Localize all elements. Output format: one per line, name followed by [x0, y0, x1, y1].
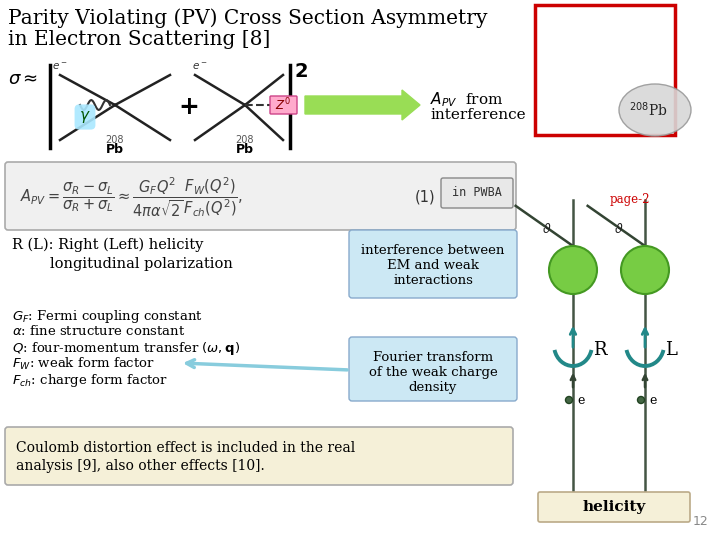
Text: $\gamma$: $\gamma$ [79, 109, 91, 125]
Text: $e^-$: $e^-$ [192, 61, 207, 72]
Text: 2: 2 [294, 62, 307, 81]
Text: $\vartheta$: $\vartheta$ [614, 222, 624, 236]
Text: EM and weak: EM and weak [387, 259, 479, 272]
Text: (1): (1) [415, 190, 436, 205]
Text: $\vartheta$: $\vartheta$ [542, 222, 552, 236]
Circle shape [565, 396, 572, 403]
FancyBboxPatch shape [349, 230, 517, 298]
Text: R: R [593, 341, 606, 359]
Text: in Electron Scattering [8]: in Electron Scattering [8] [8, 30, 271, 49]
Text: density: density [409, 381, 457, 394]
Text: interference between: interference between [361, 244, 505, 257]
Text: interactions: interactions [393, 274, 473, 287]
Bar [535, 5, 675, 135]
FancyBboxPatch shape [270, 96, 297, 114]
Text: e: e [649, 395, 657, 408]
Text: of the weak charge: of the weak charge [369, 366, 498, 379]
Text: $\sigma \approx$: $\sigma \approx$ [8, 70, 38, 88]
Text: R (L): Right (Left) helicity: R (L): Right (Left) helicity [12, 238, 203, 252]
Text: helicity: helicity [582, 500, 646, 514]
Text: 208: 208 [106, 135, 125, 145]
Text: L: L [665, 341, 677, 359]
Text: $e^-$: $e^-$ [52, 61, 68, 72]
Text: page-2: page-2 [610, 193, 650, 206]
Text: $A_{PV} = \dfrac{\sigma_R - \sigma_L}{\sigma_R + \sigma_L} \approx \dfrac{G_F Q^: $A_{PV} = \dfrac{\sigma_R - \sigma_L}{\s… [20, 176, 243, 219]
Text: $\alpha$: fine structure constant: $\alpha$: fine structure constant [12, 324, 186, 338]
FancyBboxPatch shape [538, 492, 690, 522]
Text: Coulomb distortion effect is included in the real: Coulomb distortion effect is included in… [16, 441, 355, 455]
FancyArrow shape [305, 90, 420, 120]
Text: longitudinal polarization: longitudinal polarization [50, 257, 233, 271]
Text: Parity Violating (PV) Cross Section Asymmetry: Parity Violating (PV) Cross Section Asym… [8, 8, 487, 28]
Text: $Z^0$: $Z^0$ [275, 97, 291, 113]
Circle shape [637, 396, 644, 403]
Circle shape [621, 246, 669, 294]
Text: Fourier transform: Fourier transform [373, 351, 493, 364]
Circle shape [549, 246, 597, 294]
FancyBboxPatch shape [349, 337, 517, 401]
Text: 208: 208 [235, 135, 254, 145]
Text: $F_W$: weak form factor: $F_W$: weak form factor [12, 356, 155, 372]
Text: analysis [9], also other effects [10].: analysis [9], also other effects [10]. [16, 459, 265, 473]
Text: $A_{PV}$  from: $A_{PV}$ from [430, 90, 503, 109]
Text: $F_{ch}$: charge form factor: $F_{ch}$: charge form factor [12, 372, 168, 389]
Text: Pb: Pb [106, 143, 124, 156]
Text: +: + [178, 95, 199, 119]
FancyBboxPatch shape [5, 427, 513, 485]
Text: Pb: Pb [236, 143, 254, 156]
Text: $^{208}$Pb: $^{208}$Pb [629, 100, 667, 119]
Text: $G_F$: Fermi coupling constant: $G_F$: Fermi coupling constant [12, 308, 203, 325]
Text: 12: 12 [692, 515, 708, 528]
FancyBboxPatch shape [5, 162, 516, 230]
FancyBboxPatch shape [441, 178, 513, 208]
Text: interference: interference [430, 108, 526, 122]
Text: $Q$: four-momentum transfer $(\omega, \mathbf{q})$: $Q$: four-momentum transfer $(\omega, \m… [12, 340, 240, 357]
Text: e: e [577, 395, 585, 408]
Ellipse shape [619, 84, 691, 136]
Text: in PWBA: in PWBA [452, 186, 502, 199]
